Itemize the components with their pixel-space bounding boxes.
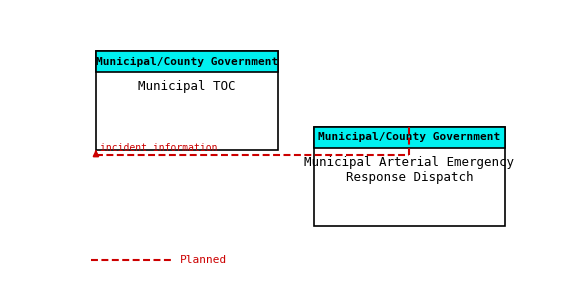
Text: Planned: Planned — [180, 255, 227, 265]
Text: incident information: incident information — [101, 143, 218, 153]
Bar — [96, 51, 278, 72]
Text: Municipal/County Government: Municipal/County Government — [318, 132, 500, 142]
Text: Municipal/County Government: Municipal/County Government — [96, 57, 278, 67]
Bar — [96, 51, 278, 150]
Bar — [314, 127, 505, 226]
Text: Municipal TOC: Municipal TOC — [138, 80, 236, 93]
Text: Municipal Arterial Emergency
Response Dispatch: Municipal Arterial Emergency Response Di… — [304, 156, 515, 184]
Bar — [314, 127, 505, 148]
